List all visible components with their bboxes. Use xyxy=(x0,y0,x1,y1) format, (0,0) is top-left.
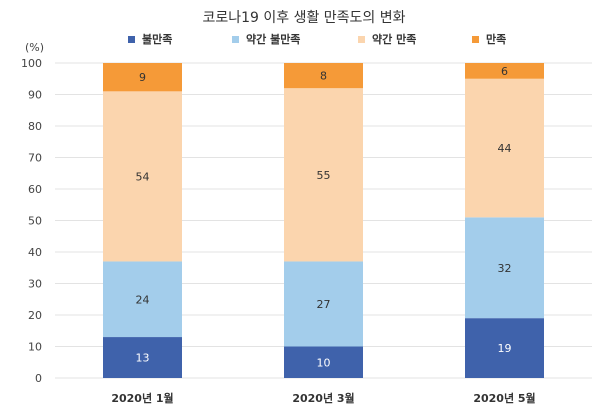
x-tick-labels: 2020년 1월 2020년 3월 2020년 5월 xyxy=(111,391,535,405)
data-label: 24 xyxy=(136,293,150,306)
y-axis-label: (%) xyxy=(25,41,44,54)
legend-swatch xyxy=(358,36,365,43)
data-label: 9 xyxy=(139,71,146,84)
data-label: 13 xyxy=(136,352,150,365)
data-label: 19 xyxy=(498,342,512,355)
legend-label: 약간 불만족 xyxy=(246,32,300,46)
legend: 불만족 약간 불만족 약간 만족 만족 xyxy=(128,32,506,46)
data-label: 44 xyxy=(498,142,512,155)
data-label: 6 xyxy=(501,65,508,78)
bar-segment xyxy=(465,217,544,319)
bar-segment xyxy=(284,88,363,262)
bar-segment xyxy=(284,346,363,378)
legend-swatch xyxy=(472,36,479,43)
y-tick-label: 70 xyxy=(28,152,42,165)
bar-segment xyxy=(465,63,544,79)
y-tick-label: 100 xyxy=(21,57,42,70)
y-tick-label: 90 xyxy=(28,89,42,102)
y-tick-label: 80 xyxy=(28,120,42,133)
bar-segment xyxy=(103,337,182,378)
y-tick-label: 50 xyxy=(28,215,42,228)
bar-segment xyxy=(284,63,363,89)
legend-swatch xyxy=(232,36,239,43)
bar-segment xyxy=(103,261,182,338)
legend-label: 불만족 xyxy=(142,32,172,46)
y-tick-label: 60 xyxy=(28,183,42,196)
y-tick-label: 30 xyxy=(28,278,42,291)
x-tick-label: 2020년 3월 xyxy=(292,391,354,405)
x-tick-label: 2020년 1월 xyxy=(111,391,173,405)
bar-segment xyxy=(465,78,544,218)
chart-title: 코로나19 이후 생활 만족도의 변화 xyxy=(202,10,405,26)
data-label: 27 xyxy=(317,298,331,311)
bars: 13 24 54 9 10 27 55 8 19 32 44 6 xyxy=(103,63,544,378)
bar-segment xyxy=(465,318,544,378)
y-tick-label: 40 xyxy=(28,246,42,259)
y-tick-label: 10 xyxy=(28,341,42,354)
x-tick-label: 2020년 5월 xyxy=(473,391,535,405)
legend-label: 만족 xyxy=(486,32,506,46)
legend-swatch xyxy=(128,36,135,43)
legend-label: 약간 만족 xyxy=(372,32,416,46)
data-label: 32 xyxy=(498,262,512,275)
data-label: 55 xyxy=(317,169,331,182)
data-label: 8 xyxy=(320,70,327,83)
y-tick-label: 20 xyxy=(28,309,42,322)
bar-segment xyxy=(103,63,182,92)
bar-segment xyxy=(284,261,363,347)
data-label: 54 xyxy=(136,170,150,183)
bar-segment xyxy=(103,91,182,262)
data-label: 10 xyxy=(317,356,331,369)
y-tick-label: 0 xyxy=(35,372,42,385)
